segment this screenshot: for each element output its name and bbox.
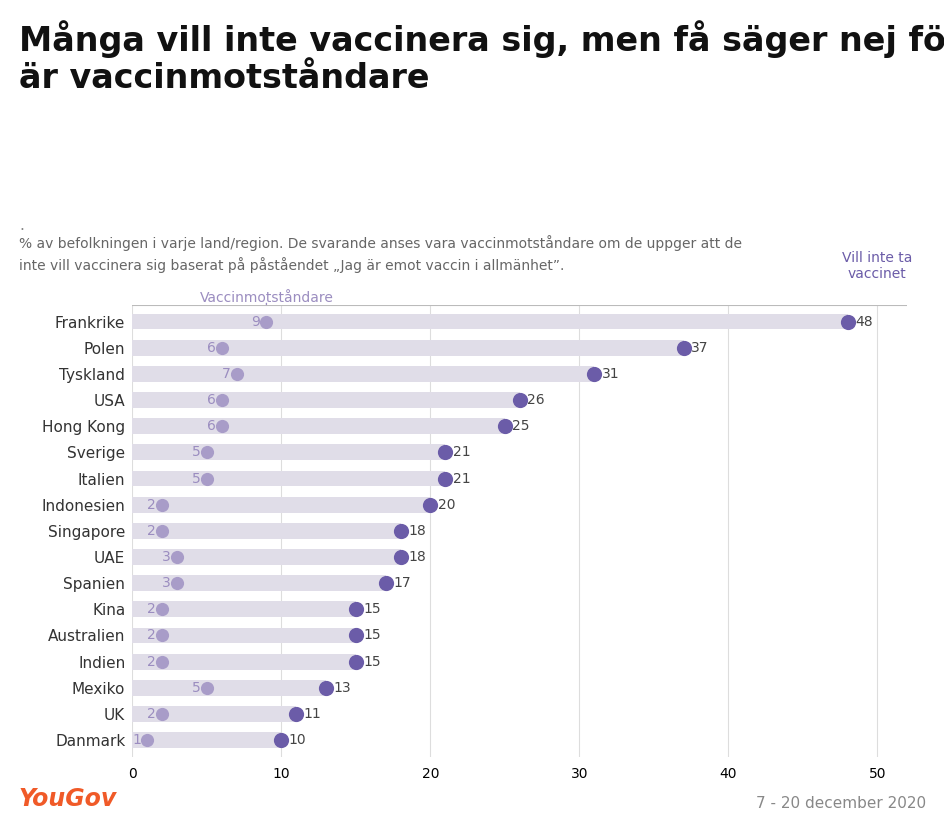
Text: 48: 48 xyxy=(854,314,871,328)
Bar xyxy=(132,549,400,565)
Bar xyxy=(132,497,430,513)
Text: 20: 20 xyxy=(437,498,455,512)
Point xyxy=(378,577,393,590)
Text: 7: 7 xyxy=(222,367,230,381)
Text: 15: 15 xyxy=(362,602,380,616)
Text: 3: 3 xyxy=(162,576,171,590)
Point xyxy=(169,577,184,590)
Text: 25: 25 xyxy=(512,419,530,433)
Text: Många vill inte vaccinera sig, men få säger nej för att de
är vaccinmotståndare: Många vill inte vaccinera sig, men få sä… xyxy=(19,21,944,95)
Text: 15: 15 xyxy=(362,629,380,643)
Bar xyxy=(132,575,385,591)
Point xyxy=(586,367,601,380)
Bar xyxy=(132,418,504,434)
Point xyxy=(422,498,437,511)
Bar xyxy=(132,314,847,329)
Text: 3: 3 xyxy=(162,550,171,564)
Text: 11: 11 xyxy=(303,707,321,721)
Point xyxy=(437,446,452,459)
Point xyxy=(259,315,274,328)
Point xyxy=(214,341,229,354)
Text: .: . xyxy=(19,218,24,233)
Point xyxy=(169,551,184,564)
Point xyxy=(214,393,229,407)
Bar xyxy=(132,653,356,669)
Text: % av befolkningen i varje land/region. De svarande anses vara vaccinmotståndare : % av befolkningen i varje land/region. D… xyxy=(19,235,741,273)
Bar xyxy=(132,523,400,539)
Bar xyxy=(132,393,519,408)
Text: 2: 2 xyxy=(147,654,156,668)
Point xyxy=(214,420,229,433)
Point xyxy=(318,681,333,695)
Text: 6: 6 xyxy=(207,341,215,355)
Bar xyxy=(132,366,594,382)
Point xyxy=(140,733,155,746)
Bar xyxy=(132,444,445,460)
Text: 2: 2 xyxy=(147,602,156,616)
Point xyxy=(155,629,170,642)
Point xyxy=(199,681,214,695)
Text: 18: 18 xyxy=(408,523,426,538)
Point xyxy=(675,341,690,354)
Text: 5: 5 xyxy=(192,472,201,486)
Text: 26: 26 xyxy=(527,393,545,407)
Text: 21: 21 xyxy=(452,472,470,486)
Point xyxy=(348,629,363,642)
Point xyxy=(199,446,214,459)
Point xyxy=(274,733,289,746)
Point xyxy=(348,602,363,616)
Bar xyxy=(132,340,683,356)
Point xyxy=(155,524,170,537)
Text: 1: 1 xyxy=(132,733,141,747)
Text: 5: 5 xyxy=(192,681,201,695)
Point xyxy=(348,655,363,668)
Text: 9: 9 xyxy=(251,314,261,328)
Point xyxy=(393,524,408,537)
Text: 21: 21 xyxy=(452,445,470,459)
Text: 10: 10 xyxy=(289,733,306,747)
Point xyxy=(839,315,854,328)
Text: 7 - 20 december 2020: 7 - 20 december 2020 xyxy=(755,796,925,811)
Text: 2: 2 xyxy=(147,629,156,643)
Text: Vaccinmotståndare: Vaccinmotståndare xyxy=(199,291,333,305)
Text: 17: 17 xyxy=(393,576,411,590)
Bar xyxy=(132,680,326,695)
Text: 13: 13 xyxy=(333,681,351,695)
Text: 31: 31 xyxy=(601,367,618,381)
Text: 2: 2 xyxy=(147,707,156,721)
Text: 37: 37 xyxy=(690,341,708,355)
Text: 6: 6 xyxy=(207,393,215,407)
Bar xyxy=(132,732,281,748)
Point xyxy=(155,498,170,511)
Text: YouGov: YouGov xyxy=(19,787,117,811)
Text: 5: 5 xyxy=(192,445,201,459)
Point xyxy=(512,393,527,407)
Text: 2: 2 xyxy=(147,498,156,512)
Point xyxy=(199,472,214,485)
Point xyxy=(155,602,170,616)
Point xyxy=(497,420,512,433)
Text: 2: 2 xyxy=(147,523,156,538)
Bar xyxy=(132,706,295,722)
Point xyxy=(437,472,452,485)
Bar xyxy=(132,628,356,644)
Point xyxy=(288,708,303,721)
Text: 6: 6 xyxy=(207,419,215,433)
Point xyxy=(155,655,170,668)
Text: 15: 15 xyxy=(362,654,380,668)
Bar xyxy=(132,471,445,486)
Point xyxy=(393,551,408,564)
Text: 18: 18 xyxy=(408,550,426,564)
Point xyxy=(228,367,244,380)
Bar xyxy=(132,602,356,617)
Text: Vill inte ta
vaccinet: Vill inte ta vaccinet xyxy=(841,251,912,281)
Point xyxy=(155,708,170,721)
